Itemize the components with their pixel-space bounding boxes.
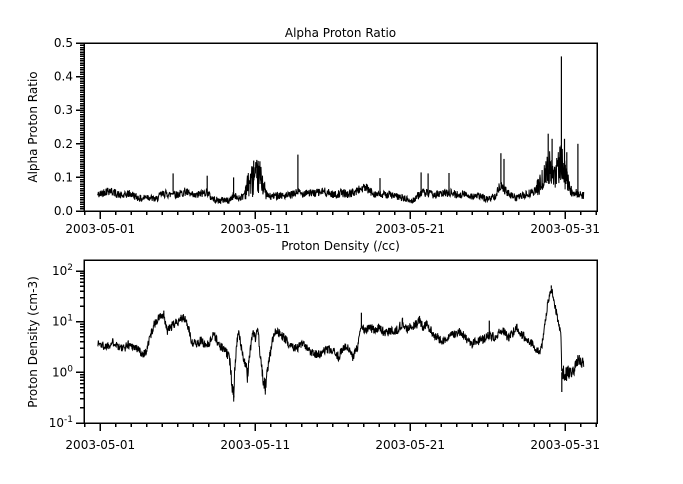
- proton-density-title: Proton Density (/cc): [281, 239, 400, 253]
- plot-border: [83, 42, 598, 212]
- proton-density-series: [97, 285, 585, 402]
- alpha-proton-ratio-series: [97, 56, 585, 205]
- data-line: [97, 288, 585, 402]
- y-tick-label: 101: [52, 314, 73, 329]
- axes: [76, 259, 598, 431]
- proton-density-panel: 2003-05-01 2003-05-11 2003-05-21 2003-05-31…: [49, 259, 600, 452]
- alpha-proton-ratio-title: Alpha Proton Ratio: [284, 26, 397, 40]
- y-tick-label: 0.3: [54, 103, 73, 117]
- y-tick-label: 0.5: [54, 36, 73, 50]
- x-tick-label: 2003-05-11: [220, 222, 290, 236]
- x-tick-label: 2003-05-21: [375, 222, 445, 236]
- y-tick-label: 100: [52, 364, 73, 379]
- data-line: [97, 144, 585, 205]
- x-tick-label: 2003-05-01: [65, 222, 135, 236]
- x-tick-label: 2003-05-01: [65, 438, 135, 452]
- x-tick-label: 2003-05-21: [375, 438, 445, 452]
- y-tick-label: 102: [52, 263, 73, 278]
- tick-labels: 2003-05-01 2003-05-11 2003-05-21 2003-05-31…: [54, 36, 600, 236]
- x-tick-label: 2003-05-31: [530, 438, 600, 452]
- y-tick-label: 0.4: [54, 70, 73, 84]
- alpha-proton-ratio-panel: 2003-05-01 2003-05-11 2003-05-21 2003-05-31…: [54, 36, 600, 236]
- x-tick-label: 2003-05-31: [530, 222, 600, 236]
- y-tick-label: 10-1: [49, 415, 73, 430]
- axes: [76, 42, 598, 219]
- y-tick-label: 0.2: [54, 137, 73, 151]
- x-tick-label: 2003-05-11: [220, 438, 290, 452]
- y-tick-label: 0.1: [54, 170, 73, 184]
- tick-labels: 2003-05-01 2003-05-11 2003-05-21 2003-05-31…: [49, 263, 600, 452]
- plot-border: [83, 259, 598, 424]
- y-tick-label: 0.0: [54, 204, 73, 218]
